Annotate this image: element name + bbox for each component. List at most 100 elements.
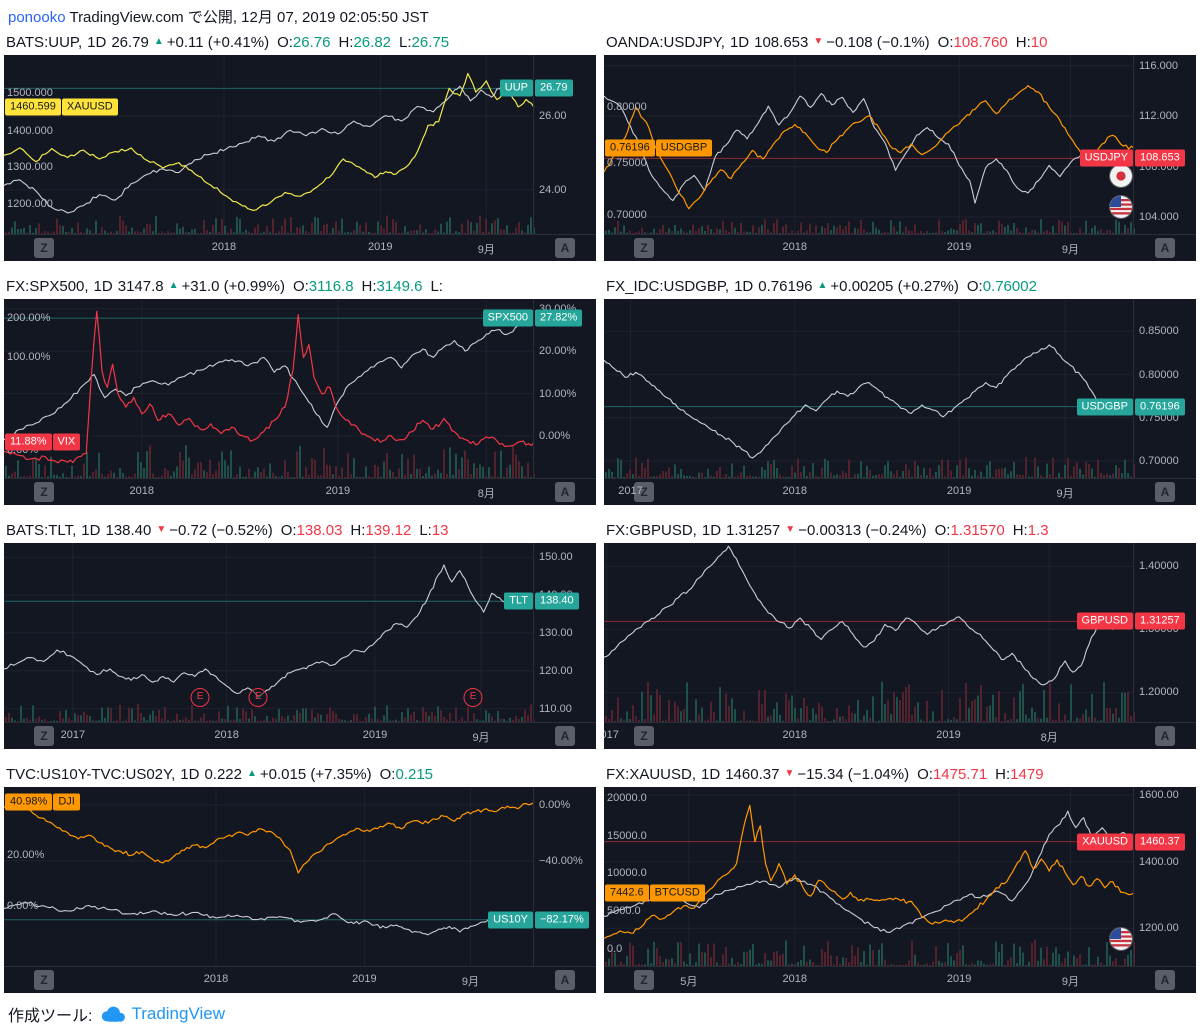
dividend-event-marker[interactable]: E bbox=[190, 688, 210, 707]
price-scale[interactable]: 1600.00 1400.00 1200.00 bbox=[1133, 787, 1196, 967]
chart-area[interactable]: 0.85000 0.80000 0.75000 0.70000 USDGBP 0.7619… bbox=[604, 299, 1196, 505]
symbol-name: FX:XAUUSD, bbox=[606, 766, 697, 783]
tradingview-logo-link[interactable]: TradingView bbox=[100, 1004, 225, 1024]
time-axis-label: 5月 bbox=[680, 976, 698, 988]
series-name-tag: US10Y bbox=[488, 911, 533, 929]
left-axis-tick: 10000.0 bbox=[607, 867, 647, 880]
ohlc-value: 139.12 bbox=[365, 522, 412, 539]
symbol-header[interactable]: FX:GBPUSD, 1D 1.31257 ▼ −0.00313 (−0.24%) O: 1… bbox=[604, 518, 1196, 543]
chart-area[interactable]: 150.00140.00130.00120.00110.00TLT138.40E… bbox=[4, 543, 596, 749]
series-name-tag: GBPUSD bbox=[1076, 612, 1133, 630]
price-scale[interactable]: 26.00 24.00 bbox=[533, 55, 596, 235]
chart-area[interactable]: 200.00%100.00%0.00%30.00%20.00%10.00%0.0… bbox=[4, 299, 596, 505]
price-scale[interactable]: 0.85000 0.80000 0.75000 0.70000 bbox=[1133, 299, 1196, 479]
us-flag-icon[interactable] bbox=[1110, 196, 1132, 219]
time-axis-label: 2018 bbox=[203, 973, 229, 985]
time-scale[interactable]: Z 2018 2019 8月 A bbox=[4, 478, 596, 505]
compare-label: 11.88% VIX bbox=[5, 433, 81, 451]
reset-right-button[interactable]: A bbox=[1155, 482, 1175, 502]
ohlc-value: 138.03 bbox=[296, 522, 343, 539]
reset-left-button[interactable]: Z bbox=[34, 238, 54, 258]
reset-left-button[interactable]: Z bbox=[634, 238, 654, 258]
last-price: 0.222 bbox=[204, 766, 242, 783]
reset-left-button[interactable]: Z bbox=[634, 726, 654, 746]
compare-name-tag: DJI bbox=[53, 793, 80, 811]
chart-area[interactable]: 1500.000 1400.000 1300.000 1200.000 26.00 24.… bbox=[4, 55, 596, 261]
time-scale[interactable]: Z 2017 2018 2019 9月 A bbox=[4, 722, 596, 749]
compare-label: 0.76196 USDGBP bbox=[605, 139, 713, 157]
reset-left-button[interactable]: Z bbox=[34, 482, 54, 502]
publisher-link[interactable]: ponooko bbox=[8, 9, 66, 26]
change-value: +31.0 (+0.99%) bbox=[181, 278, 285, 295]
published-info: TradingView.com で公開, 12月 07, 2019 02:05:… bbox=[65, 9, 429, 26]
change-value: −0.108 (−0.1%) bbox=[826, 34, 930, 51]
last-price-label: 138.40 bbox=[535, 592, 579, 610]
reset-right-button[interactable]: A bbox=[555, 482, 575, 502]
reset-right-button[interactable]: A bbox=[555, 238, 575, 258]
reset-right-button[interactable]: A bbox=[1155, 970, 1175, 990]
right-axis-tick: 0.00% bbox=[539, 429, 571, 442]
symbol-header[interactable]: FX_IDC:USDGBP, 1D 0.76196 ▲ +0.00205 (+0.27%… bbox=[604, 274, 1196, 299]
dividend-event-marker[interactable]: E bbox=[248, 688, 268, 707]
ohlc-key: O: bbox=[379, 766, 396, 783]
chart-area[interactable]: 20.00% 0.00% 0.00% −40.00% US10Y −82.17% 40.98… bbox=[4, 787, 596, 993]
symbol-header[interactable]: OANDA:USDJPY, 1D 108.653 ▼ −0.108 (−0.1%) O: 1… bbox=[604, 30, 1196, 55]
chart-panel-usdgbp: FX_IDC:USDGBP, 1D 0.76196 ▲ +0.00205 (+0.27%… bbox=[604, 274, 1196, 505]
series-line-dji bbox=[4, 801, 535, 874]
series-name-tag: USDJPY bbox=[1079, 149, 1133, 167]
time-scale[interactable]: Z 2017 2018 2019 8月 A bbox=[604, 722, 1196, 749]
price-scale[interactable]: 0.00% −40.00% bbox=[533, 787, 596, 967]
symbol-header[interactable]: FX:XAUUSD, 1D 1460.37 ▼ −15.34 (−1.04%) O: 147… bbox=[604, 762, 1196, 787]
left-axis-tick: 0.00% bbox=[7, 899, 39, 912]
ohlc-key: O: bbox=[277, 34, 293, 51]
time-scale[interactable]: Z 2017 2018 2019 9月 A bbox=[604, 478, 1196, 505]
ohlc-value: 1479 bbox=[1010, 766, 1044, 783]
symbol-header[interactable]: BATS:UUP, 1D 26.79 ▲ +0.11 (+0.41%) O: 26.76 H:… bbox=[4, 30, 596, 55]
ohlc-key: H: bbox=[361, 278, 377, 295]
reset-right-button[interactable]: A bbox=[1155, 238, 1175, 258]
right-axis-tick: 150.00 bbox=[539, 551, 573, 564]
grid-lines bbox=[4, 787, 534, 967]
ohlc-key: O: bbox=[937, 34, 954, 51]
chart-panel-xauusd: FX:XAUUSD, 1D 1460.37 ▼ −15.34 (−1.04%) O: 147… bbox=[604, 762, 1196, 993]
reset-left-button[interactable]: Z bbox=[34, 970, 54, 990]
last-price-label: 1460.37 bbox=[1135, 833, 1185, 851]
symbol-header[interactable]: TVC:US10Y-TVC:US02Y, 1D 0.222 ▲ +0.015 (+7.3… bbox=[4, 762, 596, 787]
japan-flag-icon[interactable] bbox=[1110, 164, 1132, 187]
reset-right-button[interactable]: A bbox=[1155, 726, 1175, 746]
symbol-header[interactable]: FX:SPX500, 1D 3147.8 ▲ +31.0 (+0.99%) O: 3116.… bbox=[4, 274, 596, 299]
change-arrow-icon: ▲ bbox=[153, 36, 164, 47]
last-price: 108.653 bbox=[754, 34, 809, 51]
ohlc-key: H: bbox=[1012, 522, 1028, 539]
time-scale[interactable]: Z 2018 2019 9月 A bbox=[4, 234, 596, 261]
time-axis-label: 2019 bbox=[325, 485, 351, 497]
reset-right-button[interactable]: A bbox=[555, 970, 575, 990]
chart-area[interactable]: 0.800000.750000.70000116.000112.000108.0… bbox=[604, 55, 1196, 261]
dividend-event-marker[interactable]: E bbox=[463, 688, 483, 707]
right-axis-tick: 1.40000 bbox=[1139, 560, 1179, 573]
last-price-label: 26.79 bbox=[535, 79, 573, 97]
symbol-header[interactable]: BATS:TLT, 1D 138.40 ▼ −0.72 (−0.52%) O: 138.03… bbox=[4, 518, 596, 543]
chart-area[interactable]: 20000.0 15000.0 10000.0 5000.0 0.0 1600.00 140… bbox=[604, 787, 1196, 993]
interval-label: 1D bbox=[180, 766, 200, 783]
series-line-xauusd bbox=[604, 810, 1135, 933]
ohlc-value: 26.76 bbox=[292, 34, 331, 51]
right-axis-tick: 20.00% bbox=[539, 345, 577, 358]
grid-lines bbox=[4, 543, 534, 723]
left-axis-tick: 0.80000 bbox=[607, 101, 647, 114]
reset-left-button[interactable]: Z bbox=[34, 726, 54, 746]
interval-label: 1D bbox=[734, 278, 754, 295]
time-scale[interactable]: Z 2018 2019 9月 A bbox=[604, 234, 1196, 261]
time-scale[interactable]: Z 5月 2018 2019 9月 A bbox=[604, 966, 1196, 993]
us-flag-icon[interactable] bbox=[1110, 928, 1132, 951]
time-axis-label: 9月 bbox=[477, 244, 495, 256]
ohlc-value: 26.82 bbox=[353, 34, 392, 51]
reset-right-button[interactable]: A bbox=[555, 726, 575, 746]
reset-left-button[interactable]: Z bbox=[634, 970, 654, 990]
time-scale[interactable]: Z 2018 2019 9月 A bbox=[4, 966, 596, 993]
reset-left-button[interactable]: Z bbox=[634, 482, 654, 502]
